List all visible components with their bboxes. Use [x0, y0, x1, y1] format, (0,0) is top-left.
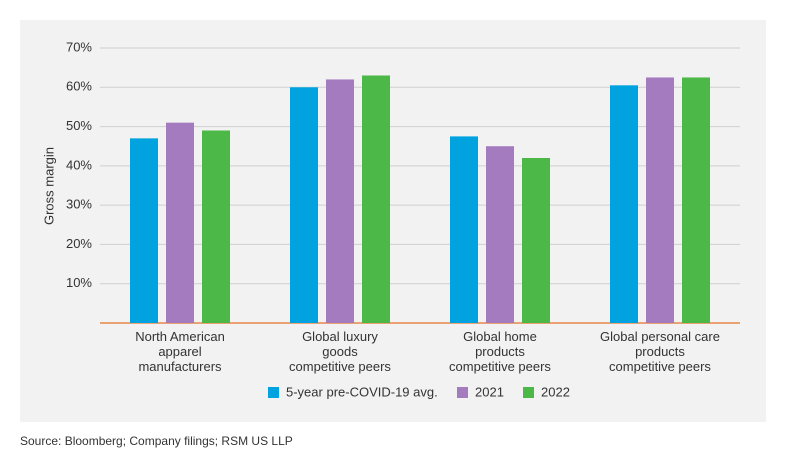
x-tick-label: Global luxury goods competitive peers — [289, 329, 391, 374]
y-tick-label: 70% — [66, 39, 92, 54]
source: Source: Bloomberg; Company filings; RSM … — [20, 434, 293, 448]
legend-label: 2021 — [475, 384, 504, 399]
legend-swatch — [268, 387, 279, 398]
y-tick-label: 50% — [66, 118, 92, 133]
bar — [522, 158, 550, 323]
bar — [202, 130, 230, 323]
y-tick-label: 20% — [66, 236, 92, 251]
x-tick-label: Global personal care products competitive … — [600, 329, 720, 374]
legend-label: 5-year pre-COVID-19 avg. — [286, 384, 438, 399]
bar — [326, 79, 354, 323]
bar — [610, 85, 638, 323]
bar — [682, 77, 710, 323]
bar — [486, 146, 514, 323]
y-tick-label: 40% — [66, 157, 92, 172]
y-tick-label: 60% — [66, 79, 92, 94]
legend-swatch — [523, 387, 534, 398]
y-tick-label: 10% — [66, 275, 92, 290]
y-axis-label: Gross margin — [41, 147, 56, 225]
legend-label: 2022 — [541, 384, 570, 399]
x-tick-label: Global home products competitive peers — [449, 329, 551, 374]
y-tick-label: 30% — [66, 197, 92, 212]
legend-swatch — [457, 387, 468, 398]
bar — [290, 87, 318, 324]
bar — [646, 77, 674, 323]
x-tick-label: North American apparel manufacturers — [135, 329, 225, 374]
bar — [362, 75, 390, 323]
bar — [450, 136, 478, 323]
bar — [166, 122, 194, 324]
bar — [130, 138, 158, 323]
